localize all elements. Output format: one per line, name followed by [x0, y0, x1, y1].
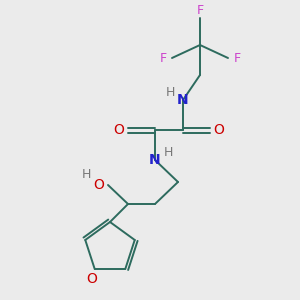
Text: F: F — [196, 4, 204, 17]
Text: N: N — [177, 93, 189, 107]
Text: F: F — [159, 52, 167, 64]
Text: O: O — [86, 272, 97, 286]
Text: F: F — [233, 52, 241, 64]
Text: N: N — [149, 153, 161, 167]
Text: H: H — [165, 86, 175, 100]
Text: O: O — [94, 178, 104, 192]
Text: H: H — [163, 146, 173, 160]
Text: O: O — [114, 123, 124, 137]
Text: O: O — [214, 123, 224, 137]
Text: H: H — [81, 169, 91, 182]
